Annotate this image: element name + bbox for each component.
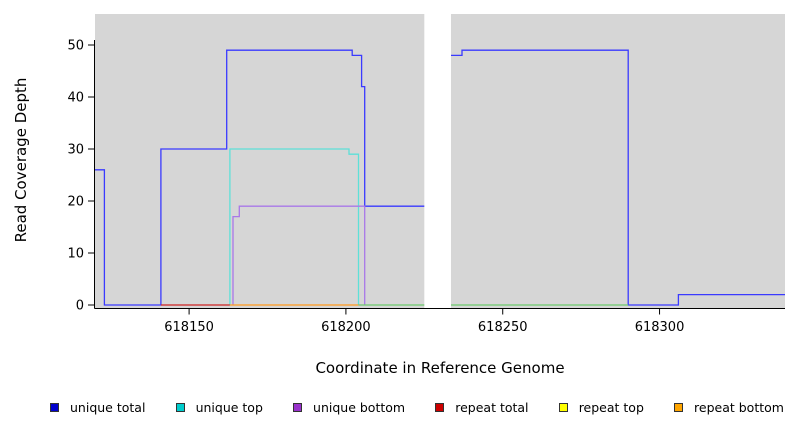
- x-tick-label: 618150: [164, 320, 214, 335]
- y-tick-label: 0: [76, 299, 84, 314]
- legend-label: unique top: [195, 400, 263, 415]
- x-tick-label: 618250: [478, 320, 528, 335]
- legend-label: unique total: [70, 400, 146, 415]
- legend: unique total unique top unique bottom repea…: [50, 400, 784, 415]
- x-tick-label: 618200: [321, 320, 371, 335]
- series-unique-bottom: [232, 205, 366, 305]
- legend-item-repeat-bottom: repeat bottom: [674, 400, 784, 415]
- legend-swatch-unique-bottom: [293, 403, 303, 412]
- legend-label: repeat bottom: [694, 400, 784, 415]
- legend-item-repeat-total: repeat total: [435, 400, 529, 415]
- legend-label: repeat total: [455, 400, 529, 415]
- plot-area: 618150 618200 618250 618300 0 10 20 30 40 50: [67, 6, 785, 335]
- legend-swatch-unique-total: [50, 403, 59, 412]
- x-axis-label: Coordinate in Reference Genome: [315, 359, 565, 377]
- series-unique-top: [229, 148, 360, 305]
- series-unique-total: [451, 49, 785, 306]
- legend-swatch-unique-top: [175, 403, 185, 412]
- series-unique-total: [95, 49, 425, 306]
- x-tick-label: 618300: [635, 320, 685, 335]
- legend-swatch-repeat-bottom: [674, 403, 684, 412]
- legend-item-unique-total: unique total: [50, 400, 145, 415]
- legend-swatch-repeat-top: [558, 403, 568, 412]
- legend-label: unique bottom: [313, 400, 406, 415]
- y-tick-label: 30: [67, 143, 84, 158]
- y-tick-label: 50: [67, 39, 84, 54]
- legend-item-unique-bottom: unique bottom: [293, 400, 405, 415]
- legend-item-repeat-top: repeat top: [558, 400, 644, 415]
- coverage-gap-region: [424, 6, 451, 308]
- y-axis-label: Read Coverage Depth: [12, 77, 30, 243]
- legend-label: repeat top: [578, 400, 644, 415]
- legend-item-unique-top: unique top: [175, 400, 263, 415]
- legend-swatch-repeat-total: [435, 403, 445, 412]
- y-tick-label: 40: [67, 91, 84, 106]
- y-tick-label: 20: [67, 195, 84, 210]
- y-tick-label: 10: [67, 247, 84, 262]
